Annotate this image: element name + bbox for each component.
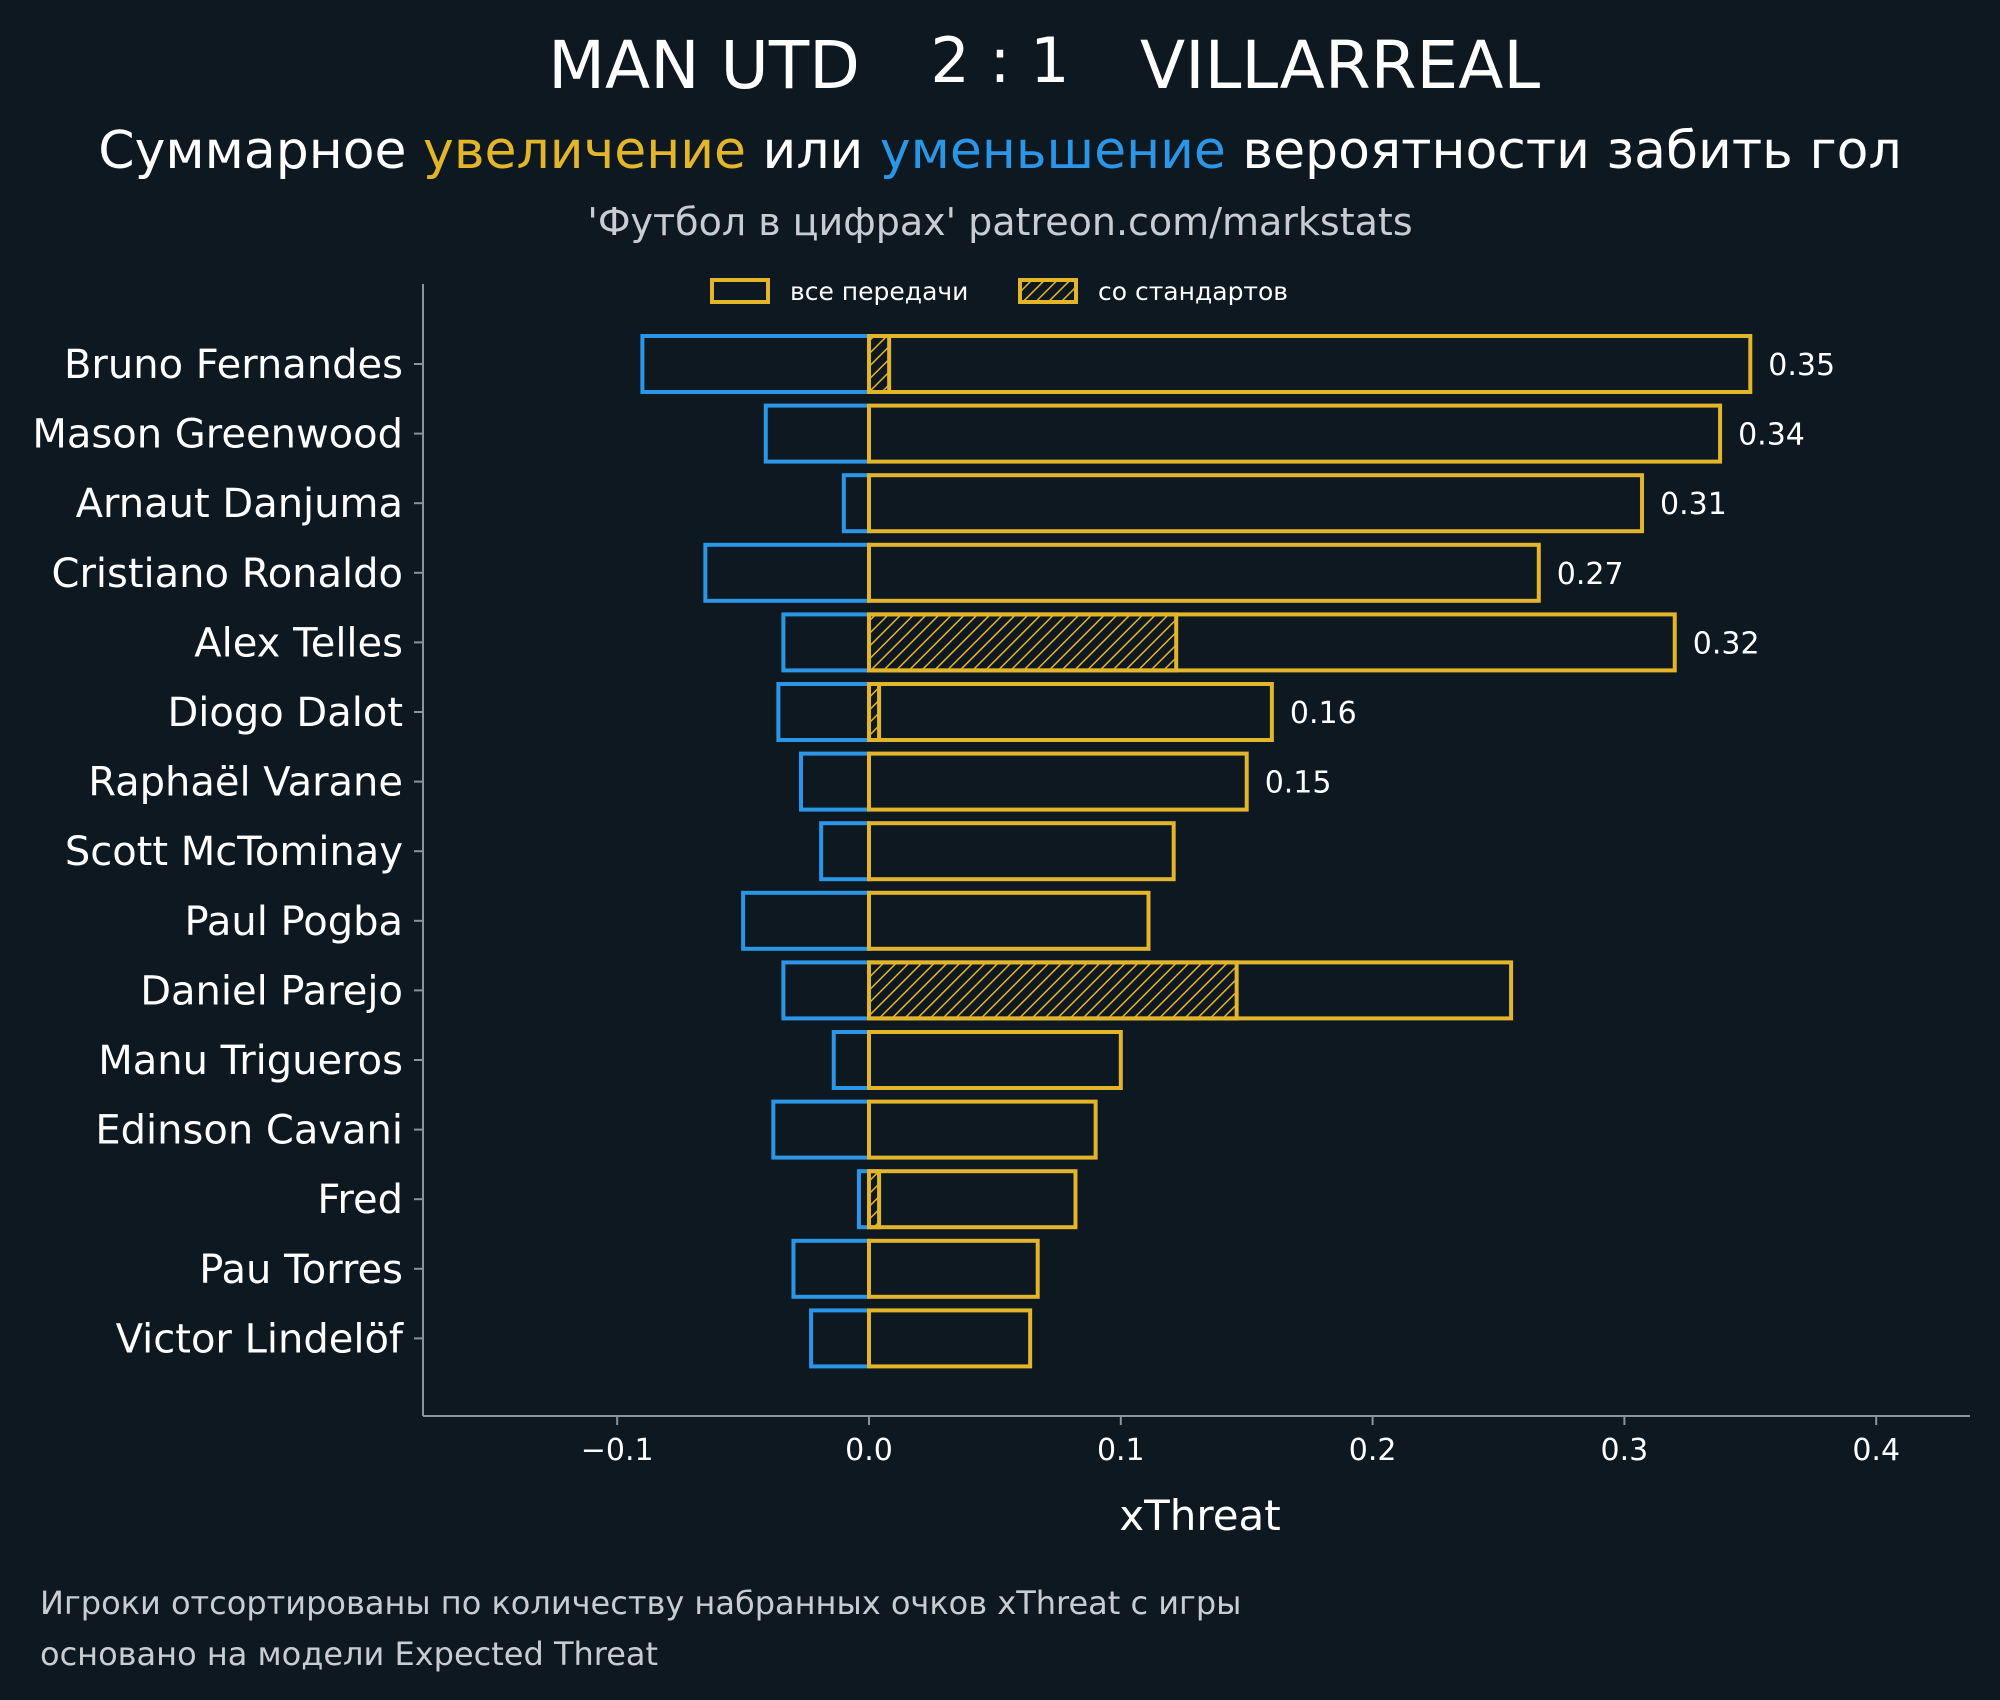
bar-increase <box>867 1238 1040 1299</box>
x-tick-label: 0.1 <box>1097 1433 1145 1468</box>
bar-decrease <box>831 1030 871 1090</box>
subtitle-part2: или <box>746 121 880 181</box>
value-label: 0.32 <box>1693 626 1760 661</box>
y-tick-label: Diogo Dalot <box>167 690 403 736</box>
x-tick-label: −0.1 <box>581 1433 654 1468</box>
y-tick-label: Mason Greenwood <box>32 412 403 458</box>
footer-note-2: основано на модели Expected Threat <box>40 1635 658 1673</box>
legend-swatch-set-pieces <box>1018 278 1078 304</box>
score: 2 : 1 <box>930 24 1069 97</box>
x-tick-label: 0.2 <box>1349 1433 1397 1468</box>
bar-decrease <box>819 821 872 882</box>
home-team: MAN UTD <box>548 27 860 104</box>
legend-label-set-pieces: со стандартов <box>1098 277 1288 306</box>
bar-decrease <box>741 890 871 951</box>
bar-increase <box>867 682 1274 742</box>
bar-increase <box>867 751 1249 812</box>
bar-increase <box>867 890 1151 951</box>
bar-increase <box>867 473 1645 534</box>
y-tick-label: Cristiano Ronaldo <box>52 551 403 597</box>
bar-set-pieces <box>867 960 1239 1021</box>
x-tick-label: 0.0 <box>845 1433 893 1468</box>
bar-increase <box>867 1030 1123 1090</box>
y-tick-label: Paul Pogba <box>185 899 403 945</box>
y-tick-label: Pau Torres <box>199 1247 403 1293</box>
away-team: VILLARREAL <box>1140 27 1540 104</box>
subtitle-loss: уменьшение <box>880 121 1226 181</box>
subtitle-part3: вероятности забить гол <box>1226 121 1902 181</box>
bar-decrease <box>703 542 872 603</box>
y-tick-label: Daniel Parejo <box>140 968 403 1014</box>
y-tick-label: Scott McTominay <box>65 829 403 875</box>
y-tick-label: Bruno Fernandes <box>64 342 403 388</box>
bar-increase <box>867 821 1176 882</box>
bar-decrease <box>781 612 871 673</box>
bar-set-pieces <box>867 334 892 394</box>
y-tick-label: Fred <box>317 1177 403 1223</box>
bar-increase <box>867 542 1541 603</box>
bar-increase <box>867 403 1723 464</box>
bar-increase <box>867 1099 1098 1160</box>
subtitle-part1: Суммарное <box>98 121 423 181</box>
y-tick-label: Alex Telles <box>194 620 403 666</box>
bar-decrease <box>640 334 871 394</box>
value-label: 0.16 <box>1290 696 1357 731</box>
x-ticks: −0.1 0.0 0.1 0.2 0.3 0.4 <box>581 1416 1900 1468</box>
bars: 0.35 0.34 0.31 0.27 0.32 0.16 0.15 <box>640 334 1835 1369</box>
bar-increase <box>867 960 1514 1021</box>
legend: все передачи со стандартов <box>710 277 1288 306</box>
bar-decrease <box>781 960 871 1021</box>
subtitle: Суммарное увеличение или уменьшение веро… <box>98 121 1901 181</box>
value-label: 0.34 <box>1738 418 1805 453</box>
footer-note-1: Игроки отсортированы по количеству набра… <box>40 1584 1241 1622</box>
value-label: 0.35 <box>1768 348 1835 383</box>
bar-increase <box>867 334 1753 394</box>
value-label: 0.31 <box>1660 487 1727 522</box>
bar-decrease <box>771 1099 871 1160</box>
bar-increase <box>867 612 1677 673</box>
y-tick-label: Victor Lindelöf <box>116 1316 404 1362</box>
bar-decrease <box>791 1238 872 1299</box>
bar-increase <box>867 1308 1033 1369</box>
legend-swatch-all <box>710 278 770 304</box>
y-tick-label: Arnaut Danjuma <box>76 481 403 527</box>
legend-label-all: все передачи <box>790 277 968 306</box>
subtitle-gain: увеличение <box>423 121 746 181</box>
value-label: 0.15 <box>1265 766 1332 801</box>
bar-increase <box>867 1169 1078 1230</box>
bar-decrease <box>799 751 871 812</box>
y-tick-labels: Bruno Fernandes Mason Greenwood Arnaut Dan… <box>32 342 423 1362</box>
y-tick-label: Edinson Cavani <box>95 1108 403 1154</box>
value-label: 0.27 <box>1557 557 1624 592</box>
bar-decrease <box>841 473 872 534</box>
bar-decrease <box>776 682 871 742</box>
x-axis-label: xThreat <box>1119 1491 1281 1540</box>
bar-decrease <box>763 403 872 464</box>
x-tick-label: 0.4 <box>1852 1433 1900 1468</box>
y-tick-label: Raphaël Varane <box>88 760 403 806</box>
bar-decrease <box>809 1308 871 1369</box>
x-tick-label: 0.3 <box>1601 1433 1649 1468</box>
bar-set-pieces <box>867 612 1179 673</box>
y-tick-label: Manu Trigueros <box>98 1038 403 1084</box>
source-text: 'Футбол в цифрах' patreon.com/markstats <box>587 200 1412 244</box>
